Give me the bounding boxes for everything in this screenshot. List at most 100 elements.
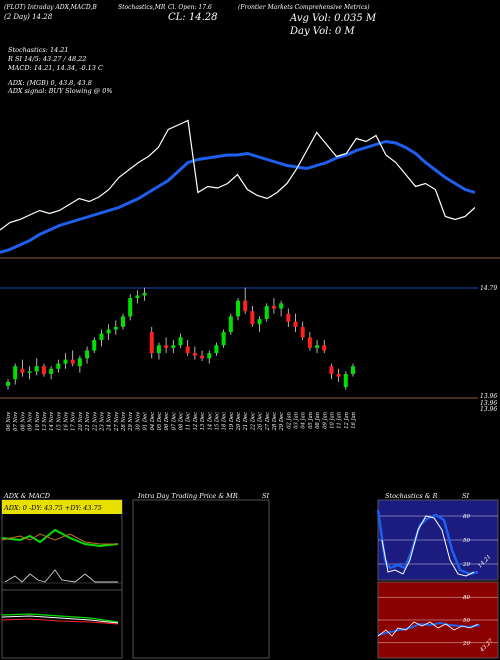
candle-body [214, 345, 219, 354]
adx-line [4, 569, 118, 583]
date-tick-label: 15 Nov [56, 412, 62, 431]
date-tick-label: 10 Nov [35, 412, 41, 431]
header-date: (2 Day) 14.28 [4, 13, 53, 21]
candle-body [207, 353, 212, 359]
macd-readout: MACD: 14.21, 14.34, -0.13 C [8, 64, 103, 72]
date-tick-label: 09 Jan [322, 412, 328, 429]
date-tick-label: 09 Nov [28, 412, 34, 431]
candle-body [70, 359, 75, 364]
candle-body [192, 353, 197, 356]
date-tick-label: 04 Dec [150, 412, 156, 430]
price-axis-upper: 14.79 [480, 285, 498, 292]
date-tick-label: 13 Nov [42, 412, 48, 431]
candle-body [142, 292, 147, 296]
date-tick-label: 22 Nov [92, 412, 98, 432]
candle-body [92, 340, 97, 351]
candle-body [77, 358, 82, 367]
candle-body [264, 305, 269, 320]
candle-body [149, 332, 154, 354]
slow-ma-line [0, 139, 476, 254]
candle-body [271, 305, 276, 309]
adx-signal-readout: ADX signal: BUY Slowing @ 0% [8, 87, 113, 95]
date-tick-label: 23 Nov [99, 412, 105, 432]
candle-body [178, 337, 183, 346]
stoch-tick-label: 50 [463, 538, 470, 544]
stoch-d-line [381, 515, 475, 577]
candle-body [49, 368, 54, 375]
header-symbol: (FLOT) Intraday ADX,MACD,B [4, 4, 97, 11]
date-tick-label: 11 Jan [337, 412, 343, 429]
candle-body [293, 321, 298, 327]
date-tick-label: 28 Dec [272, 412, 278, 431]
main-chart: 06 Nov 07 Nov 08 Nov 09 Nov 10 Nov 13 Nov 14 N… [0, 119, 500, 432]
date-tick-label: 21 Nov [85, 412, 91, 432]
date-tick-label: 04 Jan [301, 412, 307, 429]
rsi-line [377, 621, 479, 637]
candle-body [336, 374, 341, 377]
date-tick-label: 01 Dec [143, 412, 149, 430]
date-tick-label: 29 Nov [128, 412, 134, 432]
candle-body [329, 366, 334, 375]
rsi-tick-label: 50 [463, 618, 470, 624]
candle-body [243, 300, 248, 312]
date-tick-label: 17 Nov [71, 412, 77, 431]
adx-minus-line [1, 533, 118, 545]
candle-body [300, 326, 305, 338]
date-tick-label: 08 Nov [20, 412, 26, 431]
candle-body [56, 363, 61, 369]
candle-body [41, 366, 46, 375]
date-tick-label: 07 Dec [171, 412, 177, 430]
rsi-readout: R SI 14/5: 43.27 / 48.22 [8, 55, 87, 63]
candle-body [315, 345, 320, 348]
date-tick-label: 07 Nov [13, 412, 19, 431]
stoch-readout: Stochastics: 14.21 [8, 46, 69, 54]
candle-body [343, 374, 348, 388]
date-tick-label: 10 Jan [329, 412, 335, 429]
header-close: CL: 14.28 [168, 12, 218, 23]
candle-body [257, 319, 262, 325]
date-tick-label: 05 Jan [308, 412, 314, 429]
header-company: (Frontier Markets Comprehensive Metrics) [238, 4, 370, 11]
stoch-tick-label: 20 [462, 562, 470, 568]
candle-body [13, 366, 18, 380]
candle-body [34, 366, 39, 372]
date-tick-label: 26 Dec [258, 412, 264, 431]
macd-histogram-line [1, 618, 119, 625]
date-tick-label: 19 Dec [229, 412, 235, 430]
mid-panel-frame [132, 499, 270, 659]
macd-signal-line [1, 615, 119, 624]
header-close-prefix: Cl. Open: 17.6 [168, 4, 212, 11]
candle-body [135, 295, 140, 299]
price-axis-lower: 13.96 [480, 393, 498, 400]
date-tick-label: 20 Nov [78, 412, 84, 432]
stoch-tick-label: 80 [463, 514, 470, 520]
candle-body [171, 345, 176, 348]
price-axis-lower3: 13.96 [480, 406, 498, 413]
candle-body [106, 329, 111, 334]
candle-body [99, 333, 104, 340]
date-tick-label: 30 Nov [135, 412, 141, 431]
candle-body [85, 350, 90, 359]
date-tick-label: 12 Dec [193, 412, 199, 430]
date-tick-label: 16 Nov [64, 412, 70, 431]
date-tick-label: 13 Dec [200, 412, 206, 430]
header-stoch-label: Stochastics,MR [118, 4, 166, 11]
date-tick-label: 15 Dec [214, 412, 220, 430]
header-avg-vol: Avg Vol: 0.035 M [290, 13, 377, 24]
date-tick-label: 12 Jan [344, 412, 350, 429]
rsi-tick-label: 80 [463, 595, 470, 601]
right-panel-suffix: SI [462, 492, 470, 500]
price-axis-lower2: 13.96 [480, 400, 498, 407]
candle-body [63, 359, 68, 364]
candle-body [6, 381, 10, 386]
date-tick-label: 28 Nov [121, 412, 127, 432]
candle-body [286, 313, 291, 322]
date-tick-label: 27 Nov [114, 412, 120, 432]
header-day-vol: Day Vol: 0 M [290, 26, 355, 37]
stoch-k-line [376, 509, 479, 576]
candle-body [221, 332, 226, 346]
price-line [0, 119, 476, 231]
candle-body [322, 345, 327, 351]
date-tick-label: 02 Jan [286, 412, 292, 429]
date-tick-label: 06 Nov [6, 412, 12, 431]
